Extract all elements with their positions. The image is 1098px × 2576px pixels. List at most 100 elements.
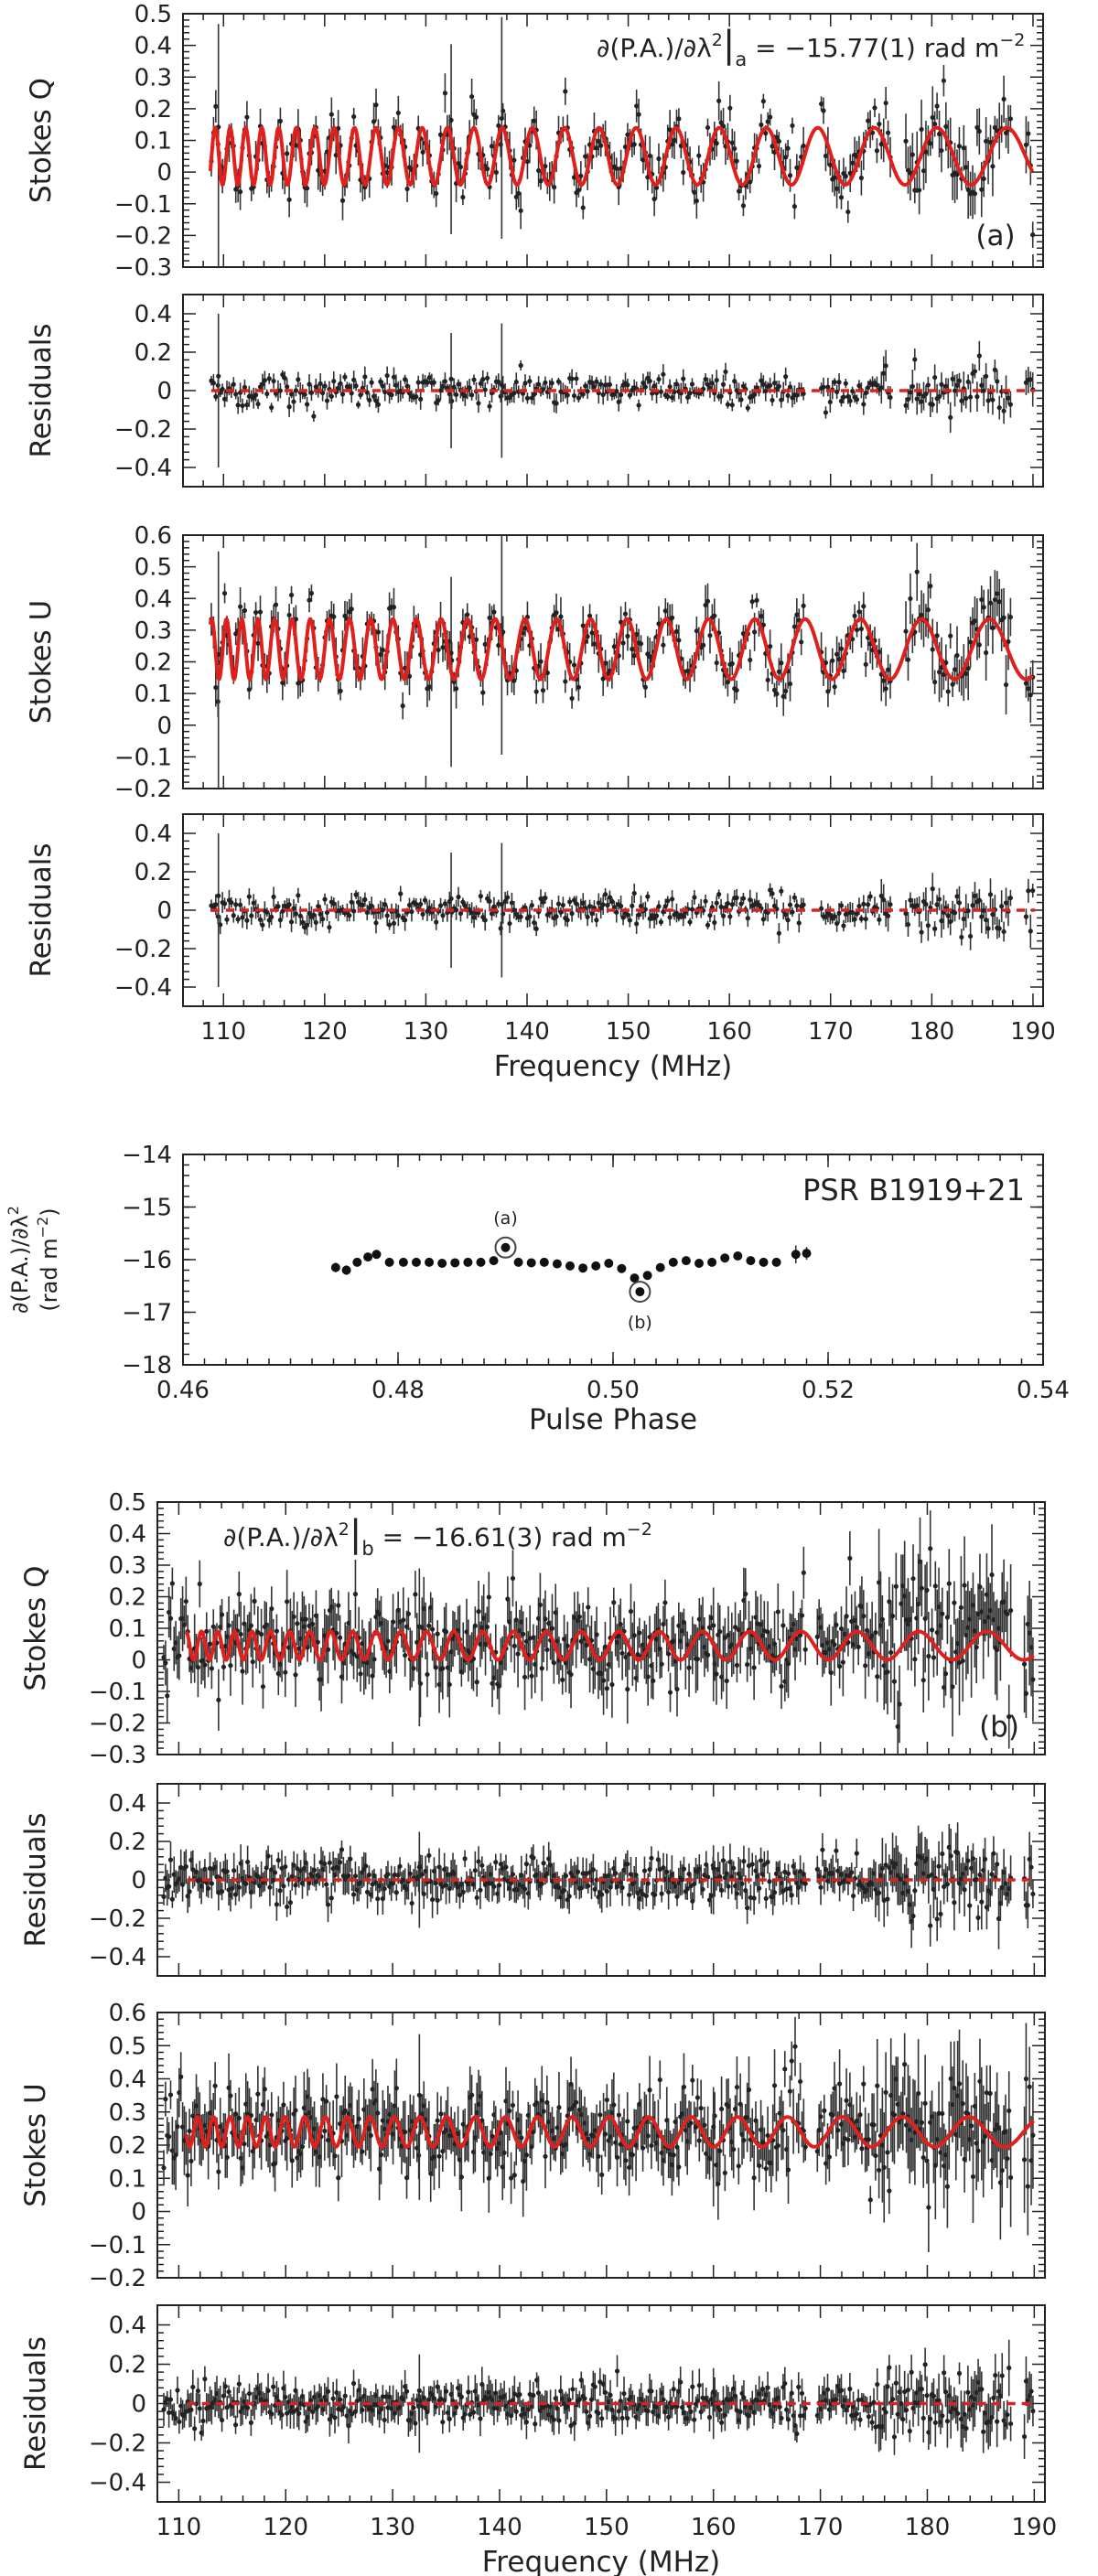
- data-point: [260, 922, 265, 928]
- data-point: [934, 633, 940, 639]
- y-tick-label: 0.4: [135, 821, 172, 848]
- data-point: [974, 124, 980, 130]
- data-point: [687, 919, 693, 925]
- data-point: [213, 684, 219, 691]
- data-point: [221, 1664, 227, 1669]
- data-point: [221, 396, 228, 402]
- data-point: [252, 1598, 257, 1604]
- y-axis-label: Residuals: [25, 323, 58, 457]
- data-point: [631, 1633, 637, 1638]
- data-point: [845, 393, 851, 400]
- data-point: [985, 398, 991, 403]
- data-point: [262, 378, 267, 383]
- data-point: [790, 123, 795, 128]
- data-point: [930, 402, 935, 407]
- data-point: [961, 145, 966, 151]
- data-point: [912, 357, 918, 362]
- data-point: [934, 103, 940, 109]
- data-point: [950, 1684, 955, 1690]
- data-point: [858, 175, 864, 181]
- data-point: [274, 1628, 280, 1634]
- data-point: [696, 153, 702, 158]
- data-point: [759, 1257, 769, 1267]
- data-point: [620, 915, 626, 920]
- data-point: [456, 160, 461, 166]
- data-point: [537, 1602, 543, 1607]
- data-point: [653, 913, 660, 918]
- data-point: [371, 1657, 377, 1662]
- data-point: [578, 1263, 588, 1273]
- data-point: [912, 1657, 918, 1662]
- data-point: [552, 1259, 562, 1269]
- data-point: [480, 690, 486, 695]
- data-point: [883, 100, 888, 106]
- data-point: [725, 900, 731, 907]
- data-point: [240, 402, 245, 409]
- data-point: [614, 166, 619, 171]
- data-point: [607, 895, 613, 900]
- data-point: [925, 923, 931, 928]
- data-point: [642, 1271, 652, 1281]
- data-point: [600, 902, 606, 907]
- y-tick-label: −0.1: [114, 191, 172, 219]
- data-point: [785, 918, 791, 923]
- data-point: [905, 921, 911, 928]
- data-point: [353, 383, 359, 389]
- data-point: [948, 918, 953, 925]
- x-tick-label: 0.54: [1017, 1377, 1070, 1404]
- data-point: [213, 103, 219, 109]
- data-point: [589, 911, 595, 917]
- x-tick-label: 0.52: [802, 1377, 855, 1404]
- data-point: [594, 1632, 599, 1637]
- data-point: [435, 1631, 440, 1637]
- data-point: [995, 1647, 1000, 1653]
- data-point: [960, 1658, 965, 1664]
- x-axis-label: Frequency (MHz): [494, 1050, 733, 1083]
- data-point: [526, 1258, 536, 1268]
- data-point: [213, 902, 219, 907]
- data-point: [511, 157, 517, 163]
- data-point: [398, 1257, 408, 1267]
- data-point: [636, 112, 641, 117]
- data-point: [327, 925, 332, 930]
- data-point: [404, 383, 410, 389]
- data-point: [722, 1635, 727, 1640]
- model-curve: [184, 1629, 1035, 1662]
- data-point: [736, 188, 742, 194]
- data-point: [638, 641, 644, 647]
- data-point: [280, 908, 285, 914]
- data-point: [995, 591, 1000, 596]
- y-tick-label: 0.1: [109, 1615, 146, 1643]
- data-point: [456, 381, 461, 387]
- data-point: [787, 384, 793, 390]
- data-point: [919, 929, 924, 935]
- data-point: [554, 914, 559, 919]
- data-point: [273, 602, 279, 607]
- data-point: [221, 590, 228, 596]
- data-point: [462, 393, 468, 399]
- data-point: [351, 908, 357, 914]
- data-point: [426, 1623, 432, 1628]
- data-point: [930, 114, 935, 121]
- data-point: [743, 1591, 748, 1597]
- data-point: [555, 379, 562, 384]
- data-point: [1028, 377, 1033, 382]
- data-point: [487, 403, 492, 409]
- data-point: [657, 1646, 662, 1652]
- data-point: [393, 382, 399, 388]
- data-point: [437, 1259, 447, 1269]
- data-point: [836, 656, 842, 662]
- data-point: [631, 142, 637, 147]
- data-point: [594, 145, 599, 151]
- data-point: [863, 390, 868, 396]
- data-point: [554, 401, 559, 406]
- data-point: [783, 912, 789, 918]
- data-point: [651, 1678, 656, 1684]
- data-point: [516, 190, 522, 196]
- data-point: [403, 1652, 408, 1658]
- data-point: [465, 612, 470, 617]
- data-point: [801, 143, 806, 149]
- data-point: [931, 1655, 937, 1660]
- y-tick-label: 0.1: [135, 681, 172, 708]
- data-point: [965, 666, 971, 671]
